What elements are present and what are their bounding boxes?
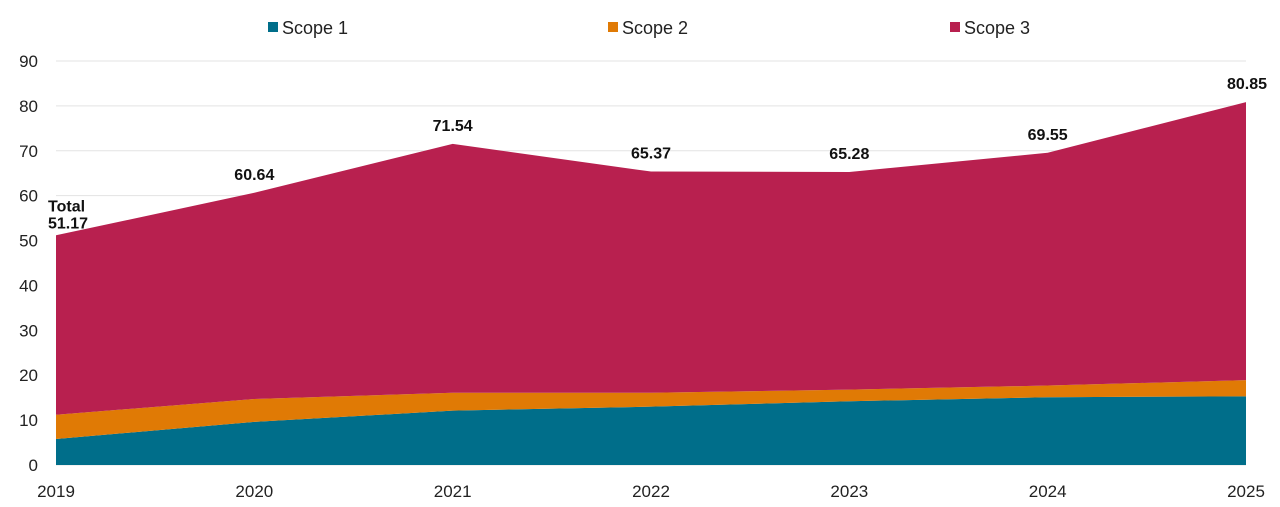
- stacked-areas: [56, 102, 1246, 465]
- y-tick-label: 50: [19, 232, 38, 251]
- total-value-label: 65.37: [631, 146, 671, 163]
- y-axis: 0 10 20 30 40 50 60 70 80 90: [19, 52, 38, 475]
- y-tick-label: 80: [19, 97, 38, 116]
- y-tick-label: 10: [19, 411, 38, 430]
- y-tick-label: 20: [19, 366, 38, 385]
- x-tick-label: 2020: [235, 482, 273, 501]
- total-value-label: 65.28: [829, 146, 869, 163]
- x-axis: 2019 2020 2021 2022 2023 2024 2025: [37, 482, 1265, 501]
- total-value-label: 60.64: [234, 167, 274, 184]
- area-scope-3: [56, 102, 1246, 415]
- legend-label: Scope 1: [282, 18, 348, 38]
- y-tick-label: 60: [19, 187, 38, 206]
- x-tick-label: 2024: [1029, 482, 1067, 501]
- legend-swatch-scope-1: [268, 22, 278, 32]
- legend-label: Scope 2: [622, 18, 688, 38]
- total-value-label: 80.85: [1227, 76, 1267, 93]
- y-tick-label: 40: [19, 276, 38, 295]
- legend-swatch-scope-2: [608, 22, 618, 32]
- x-tick-label: 2022: [632, 482, 670, 501]
- total-prefix-label: Total: [48, 198, 85, 215]
- y-tick-label: 0: [29, 456, 38, 475]
- legend-swatch-scope-3: [950, 22, 960, 32]
- total-value-label: 69.55: [1028, 127, 1068, 144]
- total-value-label: 51.17: [48, 215, 88, 232]
- y-tick-label: 90: [19, 52, 38, 71]
- area-scope-1: [56, 396, 1246, 465]
- area-scope-2: [56, 380, 1246, 439]
- y-tick-label: 30: [19, 321, 38, 340]
- total-value-label: 71.54: [433, 118, 473, 135]
- legend: Scope 1 Scope 2 Scope 3: [268, 18, 1030, 38]
- x-tick-label: 2021: [434, 482, 472, 501]
- legend-label: Scope 3: [964, 18, 1030, 38]
- y-tick-label: 70: [19, 142, 38, 161]
- x-tick-label: 2019: [37, 482, 75, 501]
- x-tick-label: 2023: [830, 482, 868, 501]
- x-tick-label: 2025: [1227, 482, 1265, 501]
